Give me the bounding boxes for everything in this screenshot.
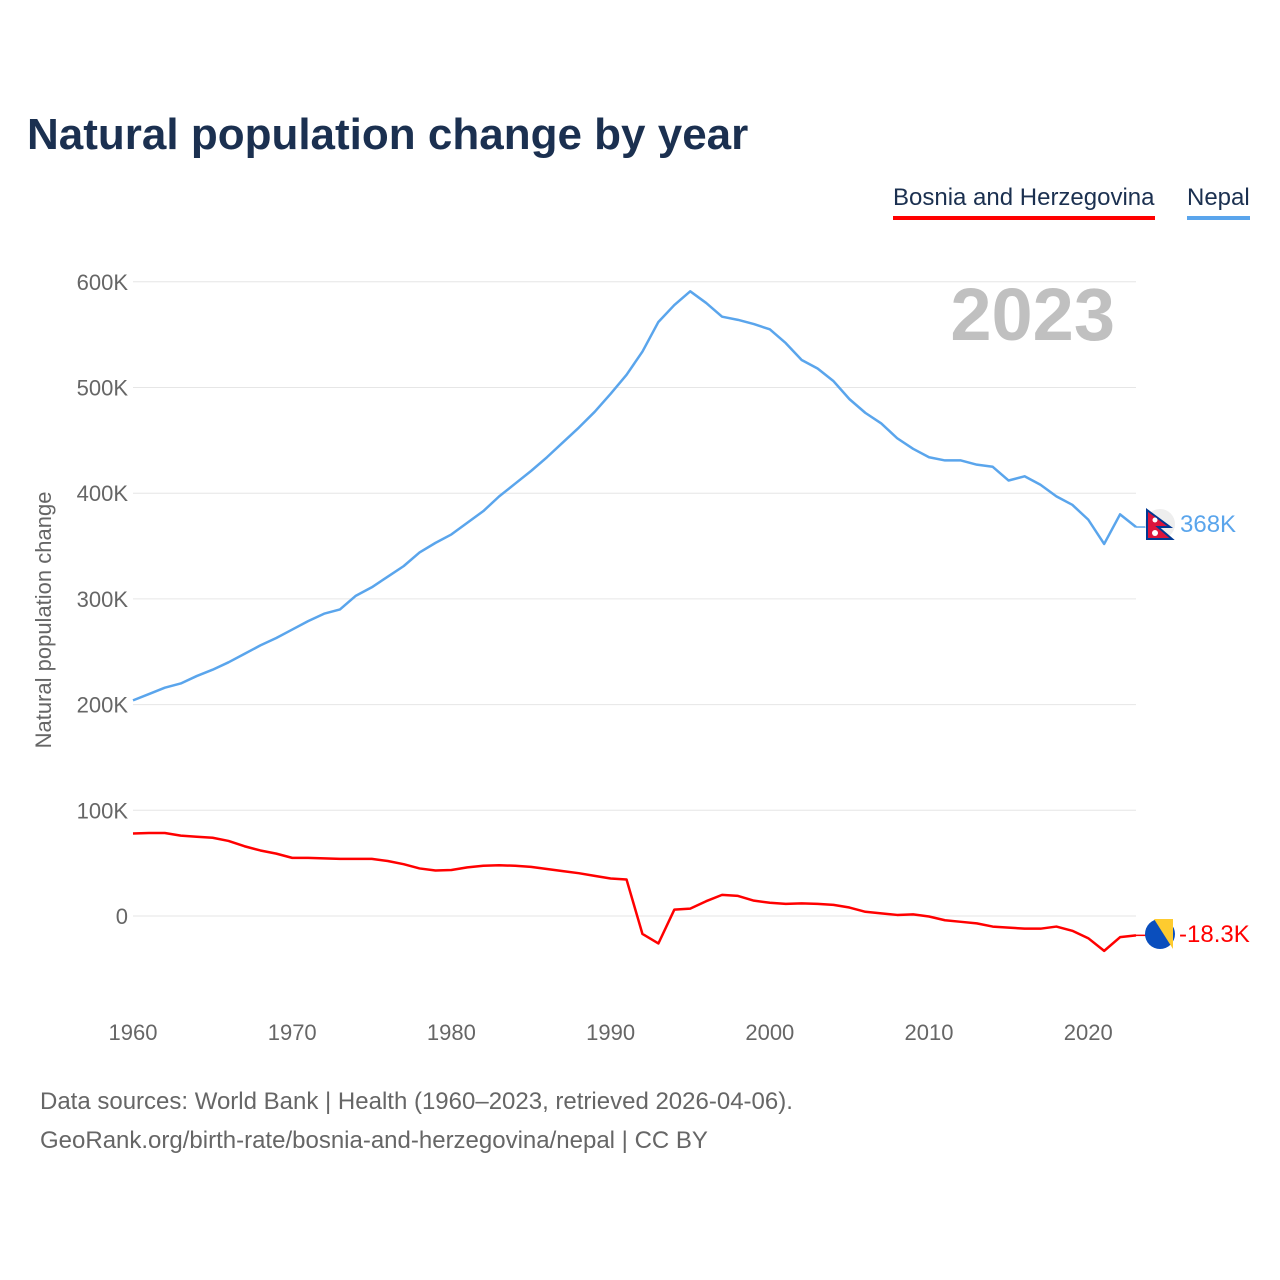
- y-axis-label: Natural population change: [31, 492, 56, 749]
- nepal-flag-icon: [1145, 508, 1175, 540]
- y-tick-label: 200K: [77, 693, 129, 718]
- legend-bosnia-and-herzegovina[interactable]: Bosnia and Herzegovina: [893, 184, 1155, 220]
- x-tick-label: 2010: [905, 1020, 954, 1045]
- y-tick-label: 400K: [77, 481, 129, 506]
- x-tick-label: 1970: [268, 1020, 317, 1045]
- x-tick-label: 1990: [586, 1020, 635, 1045]
- bosnia-end-label: -18.3K: [1179, 921, 1250, 948]
- y-tick-label: 600K: [77, 270, 129, 295]
- x-tick-label: 1960: [109, 1020, 158, 1045]
- footer-link[interactable]: GeoRank.org/birth-rate/bosnia-and-herzeg…: [40, 1127, 708, 1154]
- legend-nepal[interactable]: Nepal: [1187, 184, 1250, 220]
- footer-sources: Data sources: World Bank | Health (1960–…: [40, 1088, 793, 1115]
- y-tick-label: 300K: [77, 587, 129, 612]
- nepal-end-label: 368K: [1180, 511, 1236, 538]
- y-tick-label: 0: [116, 904, 128, 929]
- y-tick-label: 100K: [77, 798, 129, 823]
- chart-title: Natural population change by year: [27, 110, 749, 159]
- series-line-nepal[interactable]: [132, 290, 1137, 702]
- x-tick-label: 1980: [427, 1020, 476, 1045]
- series-line-bosnia-and-herzegovina[interactable]: [132, 831, 1137, 953]
- bosnia-flag-icon: [1145, 919, 1175, 949]
- year-watermark: 2023: [950, 273, 1115, 356]
- x-tick-label: 2020: [1064, 1020, 1113, 1045]
- y-tick-label: 500K: [77, 376, 129, 401]
- x-tick-label: 2000: [745, 1020, 794, 1045]
